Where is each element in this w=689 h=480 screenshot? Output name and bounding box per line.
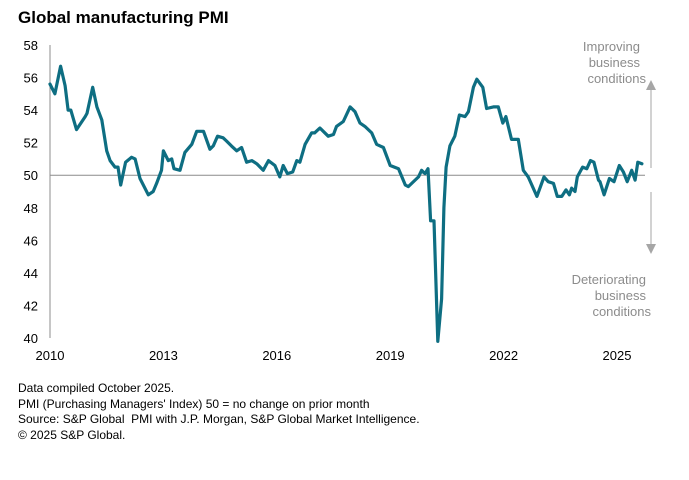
annotation-improving: business: [589, 55, 641, 70]
down-arrow-icon: [646, 244, 656, 254]
x-tick-label: 2010: [36, 348, 65, 363]
y-tick-label: 42: [24, 298, 38, 313]
y-tick-label: 40: [24, 331, 38, 346]
series-line-global-pmi: [48, 64, 644, 343]
y-tick-label: 56: [24, 71, 38, 86]
footnotes: Data compiled October 2025. PMI (Purchas…: [18, 381, 420, 443]
up-arrow-icon: [646, 80, 656, 90]
y-tick-label: 48: [24, 201, 38, 216]
footnote-source: Source: S&P Global PMI with J.P. Morgan,…: [18, 412, 420, 426]
x-tick-label: 2025: [603, 348, 632, 363]
x-tick-label: 2016: [262, 348, 291, 363]
footnote-compiled: Data compiled October 2025.: [18, 381, 175, 395]
footnote-definition: PMI (Purchasing Managers' Index) 50 = no…: [18, 396, 370, 411]
x-tick-label: 2013: [149, 348, 178, 363]
annotation-deteriorating: Deteriorating: [572, 272, 646, 287]
chart-title: Global manufacturing PMI: [18, 8, 229, 27]
annotation-deteriorating: conditions: [592, 304, 651, 319]
y-tick-label: 58: [24, 38, 38, 53]
y-tick-label: 44: [24, 266, 38, 281]
annotation-improving: Improving: [583, 39, 640, 54]
y-tick-label: 52: [24, 136, 38, 151]
x-tick-label: 2022: [489, 348, 518, 363]
annotation-deteriorating: business: [595, 288, 647, 303]
y-tick-label: 54: [24, 103, 38, 118]
x-tick-label: 2019: [376, 348, 405, 363]
y-tick-label: 46: [24, 233, 38, 248]
annotation-improving: conditions: [587, 71, 646, 86]
y-tick-label: 50: [24, 168, 38, 183]
footnote-copyright: © 2025 S&P Global.: [18, 427, 126, 442]
